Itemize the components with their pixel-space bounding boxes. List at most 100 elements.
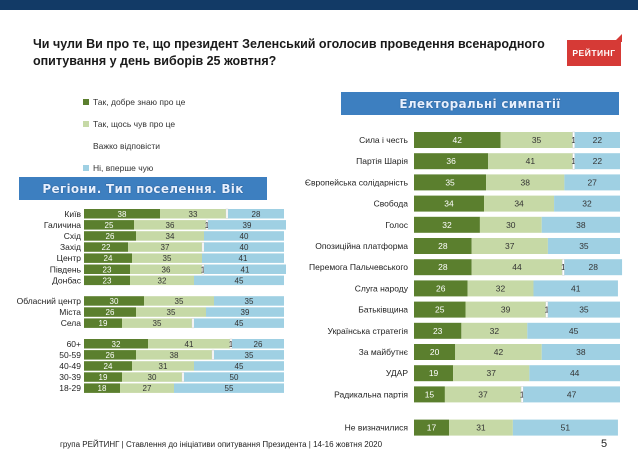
data-label: 1	[545, 305, 550, 315]
bar-segment	[84, 372, 122, 382]
bar-segment	[194, 318, 284, 328]
category-label: Не визначилися	[345, 423, 409, 433]
data-label: 38	[576, 220, 586, 230]
data-label: 25	[105, 221, 114, 230]
data-label: 18	[98, 384, 107, 393]
data-label: 26	[106, 351, 115, 360]
bar-segment	[455, 344, 542, 360]
data-label: 1	[201, 265, 206, 274]
data-label: 23	[103, 276, 112, 285]
data-label: 35	[163, 254, 172, 263]
data-label: 34	[514, 199, 524, 209]
category-label: Батьківщина	[358, 305, 408, 315]
bar-segment	[533, 280, 618, 297]
bar-segment	[414, 195, 485, 212]
data-label: 37	[505, 241, 515, 251]
bar-segment	[564, 174, 620, 191]
bar-segment	[84, 253, 132, 263]
brand-logo: РЕЙТИНГ	[567, 34, 622, 66]
bar-segment	[529, 365, 620, 382]
bar-segment	[414, 386, 445, 403]
category-label: Села	[61, 318, 82, 328]
data-label: 23	[433, 326, 443, 336]
bar-segment	[444, 386, 522, 403]
bar-segment	[184, 372, 284, 382]
data-label: 1	[561, 262, 566, 272]
data-label: 35	[445, 177, 455, 187]
legend-item: Ні, вперше чую	[83, 158, 185, 178]
data-label: 42	[494, 347, 504, 357]
bar-segment	[84, 242, 128, 252]
data-label: 35	[245, 351, 254, 360]
legend-item: Так, щось чув про це	[83, 114, 185, 134]
bar-segment	[512, 419, 618, 436]
data-label: 19	[99, 373, 108, 382]
data-label: 26	[254, 340, 263, 349]
data-label: 38	[521, 177, 531, 187]
category-label: Захід	[60, 242, 81, 252]
bar-segment	[144, 296, 214, 306]
data-label: 39	[501, 305, 511, 315]
bar-segment	[547, 301, 620, 318]
data-label: 32	[112, 340, 121, 349]
legend-label: Ні, вперше чую	[93, 163, 154, 173]
data-label: 22	[593, 135, 603, 145]
bar-segment	[84, 264, 130, 274]
data-label: 35	[579, 241, 589, 251]
category-label: Європейська солідарність	[305, 177, 409, 187]
bar-segment	[471, 259, 563, 276]
bar-segment	[541, 344, 620, 360]
data-label: 41	[239, 254, 248, 263]
legend-swatch	[83, 99, 89, 105]
data-label: 41	[526, 156, 536, 166]
data-label: 40	[240, 243, 249, 252]
bar-segment	[574, 153, 620, 170]
category-label: 18-29	[59, 383, 81, 393]
bar-segment	[486, 174, 565, 191]
data-label: 40	[240, 232, 249, 241]
data-label: 37	[478, 389, 488, 399]
data-label: 33	[189, 210, 198, 219]
data-label: 22	[102, 243, 111, 252]
category-label: Обласний центр	[17, 296, 82, 306]
bar-segment	[84, 307, 136, 317]
bar-segment	[202, 253, 284, 263]
bar-segment	[500, 132, 573, 148]
bar-segment	[136, 307, 206, 317]
bar-segment	[523, 386, 620, 403]
bar-segment	[160, 209, 226, 219]
data-label: 44	[512, 262, 522, 272]
bar-segment	[120, 383, 174, 393]
bar-segment	[208, 220, 286, 230]
bar-segment	[414, 153, 489, 170]
bar-segment	[204, 242, 284, 252]
data-label: 45	[235, 276, 244, 285]
category-label: Міста	[59, 307, 81, 317]
page-title: Чи чули Ви про те, що президент Зеленськ…	[33, 37, 545, 68]
data-label: 32	[158, 276, 167, 285]
bar-segment	[414, 365, 454, 382]
bar-segment	[453, 365, 530, 382]
data-label: 37	[161, 243, 170, 252]
data-label: 25	[435, 305, 445, 315]
category-label: Галичина	[44, 220, 81, 230]
data-label: 36	[162, 265, 171, 274]
category-label: Донбас	[52, 275, 82, 285]
bar-segment	[414, 301, 466, 318]
bar-segment	[136, 350, 212, 360]
category-label: Слуга народу	[355, 283, 409, 293]
bar-segment	[554, 195, 620, 212]
data-label: 50	[230, 373, 239, 382]
bar-segment	[84, 350, 136, 360]
legend-item: Так, добре знаю про це	[83, 92, 185, 112]
data-label: 37	[487, 368, 497, 378]
data-label: 19	[99, 319, 108, 328]
bar-segment	[174, 383, 284, 393]
data-label: 27	[587, 177, 597, 187]
legend-label: Так, добре знаю про це	[93, 97, 186, 107]
data-label: 45	[235, 362, 244, 371]
data-label: 35	[245, 297, 254, 306]
bar-segment	[122, 372, 182, 382]
data-label: 41	[241, 265, 250, 274]
bar-segment	[148, 339, 230, 349]
